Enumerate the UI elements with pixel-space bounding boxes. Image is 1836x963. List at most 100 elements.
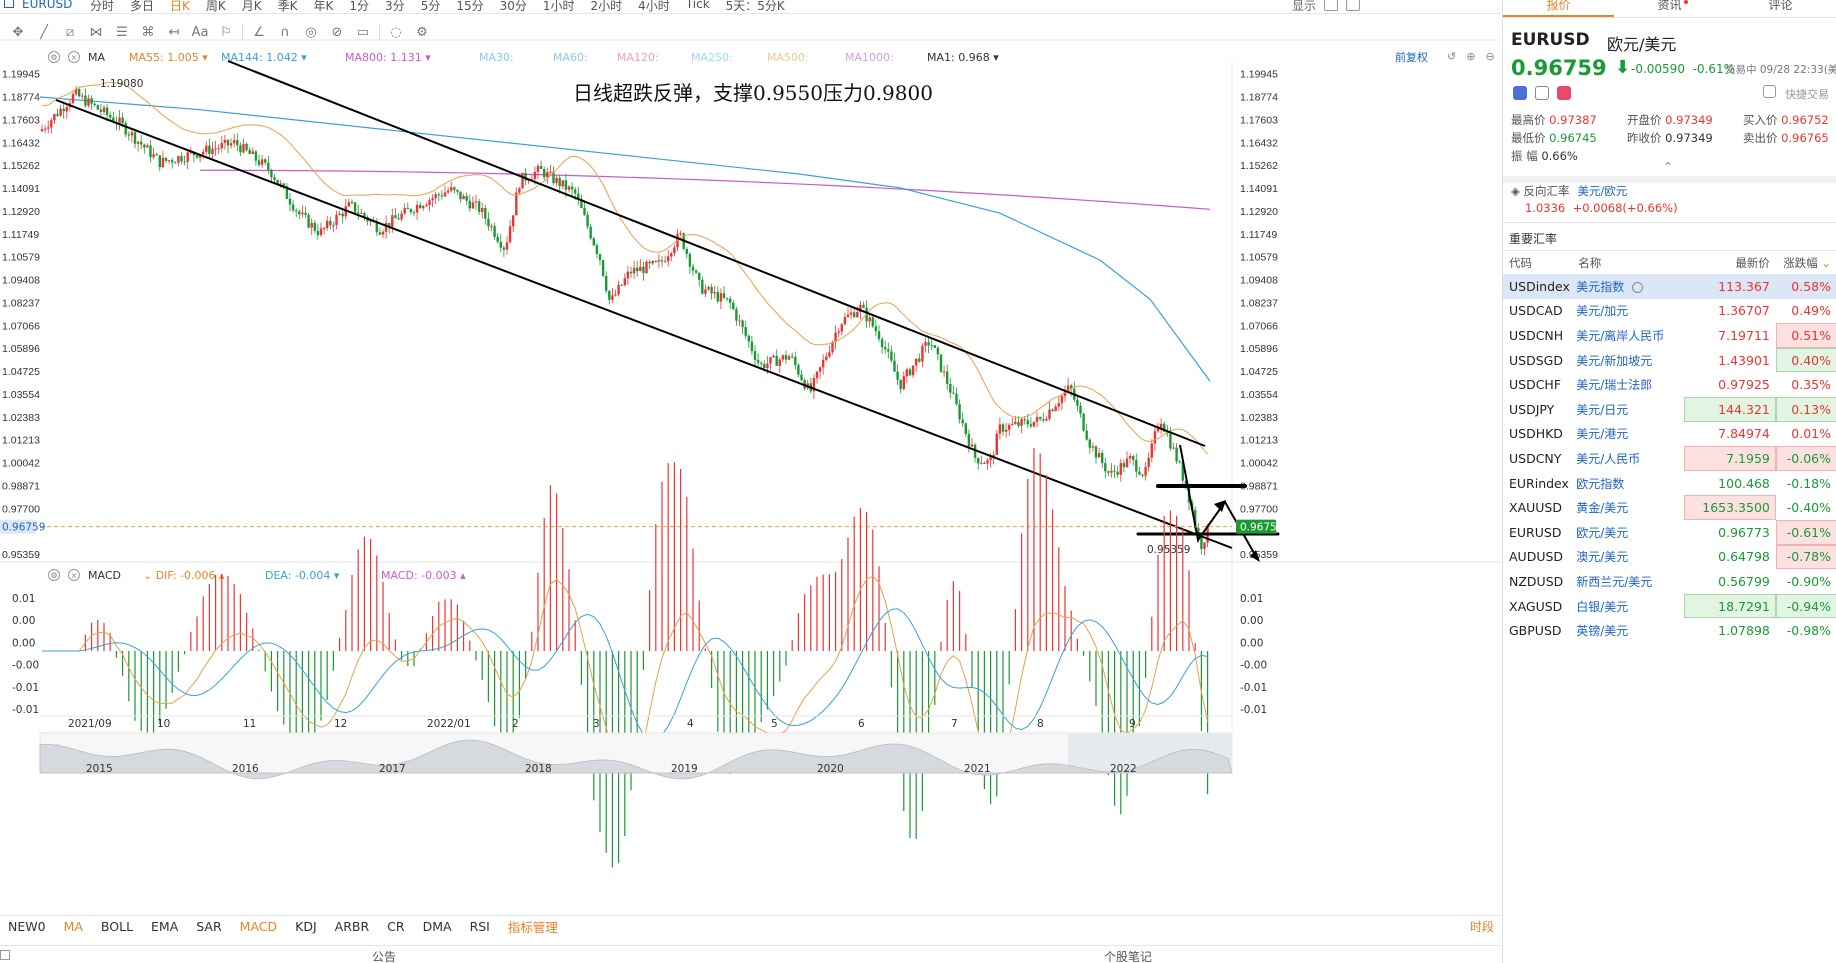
visibility-icon[interactable]: ◌ bbox=[390, 24, 402, 40]
table-row[interactable]: USDSGD 美元/新加坡元 1.43901 0.40% bbox=[1503, 347, 1836, 373]
collapse-caret-icon[interactable]: ⌃ bbox=[1663, 160, 1674, 174]
tab-comments[interactable]: 评论 bbox=[1768, 0, 1793, 12]
indicator-tab[interactable]: MACD bbox=[239, 919, 278, 934]
magnet-icon[interactable]: ∩ bbox=[280, 24, 290, 40]
indicator-tab[interactable]: RSI bbox=[469, 919, 490, 934]
rate-change: -0.61% bbox=[1775, 519, 1836, 545]
period-tab[interactable]: 多日 bbox=[130, 0, 155, 13]
table-row[interactable]: USDJPY 美元/日元 144.321 0.13% bbox=[1503, 396, 1836, 422]
table-row[interactable]: XAGUSD 白银/美元 18.7291 -0.94% bbox=[1503, 593, 1836, 619]
crosshair-icon[interactable]: ✥ bbox=[12, 24, 24, 40]
table-row[interactable]: GBPUSD 英镑/美元 1.07898 -0.98% bbox=[1503, 618, 1836, 643]
col-code[interactable]: 代码 bbox=[1509, 256, 1532, 270]
heart-icon[interactable] bbox=[1557, 86, 1571, 100]
undo-icon[interactable]: ↺ bbox=[1447, 50, 1457, 63]
table-row[interactable]: USDCNH 美元/离岸人民币 7.19711 0.51% bbox=[1503, 323, 1836, 348]
col-change[interactable]: 涨跌幅 ⌄ bbox=[1783, 256, 1831, 270]
tab-quote[interactable]: 报价 bbox=[1503, 0, 1614, 17]
price-tick-right: 1.11749 bbox=[1240, 229, 1277, 241]
table-row[interactable]: USDindex 美元指数 113.367 0.58% bbox=[1503, 274, 1836, 299]
fib-icon[interactable]: ☰ bbox=[116, 24, 128, 40]
indicator-tab[interactable]: DMA bbox=[422, 919, 452, 934]
globe-icon[interactable] bbox=[1513, 86, 1527, 100]
period-tab[interactable]: 周K bbox=[205, 0, 226, 13]
table-row[interactable]: USDHKD 美元/港元 7.84974 0.01% bbox=[1503, 422, 1836, 447]
indicator-tab[interactable]: NEW0 bbox=[8, 919, 46, 934]
alert-icon[interactable] bbox=[1763, 85, 1776, 98]
period-tab[interactable]: 30分 bbox=[499, 0, 527, 13]
period-tab[interactable]: 1分 bbox=[349, 0, 370, 13]
period-tab[interactable]: 日K bbox=[170, 0, 190, 13]
table-row[interactable]: USDCNY 美元/人民币 7.1959 -0.06% bbox=[1503, 446, 1836, 471]
indicator-tab[interactable]: CR bbox=[387, 919, 405, 934]
indicator-tab[interactable]: 指标管理 bbox=[507, 920, 558, 935]
timeshare-button[interactable]: 时段 bbox=[1470, 920, 1495, 934]
period-tab[interactable]: 年K bbox=[313, 0, 334, 13]
period-tab[interactable]: 分时 bbox=[90, 0, 115, 13]
table-row[interactable]: AUDUSD 澳元/美元 0.64798 -0.78% bbox=[1503, 544, 1836, 570]
macd-label[interactable]: MACD bbox=[88, 568, 121, 582]
period-tab[interactable]: 4小时 bbox=[638, 0, 670, 13]
settings-icon[interactable] bbox=[1324, 0, 1339, 11]
period-tab[interactable]: 月K bbox=[241, 0, 262, 13]
shape-icon[interactable]: ⌘ bbox=[141, 24, 155, 40]
ma-close-icon[interactable]: × bbox=[68, 51, 80, 63]
marker-icon[interactable]: ⚐ bbox=[220, 24, 232, 40]
trendline-icon[interactable]: ╱ bbox=[40, 24, 48, 40]
channel-icon[interactable]: ⧄ bbox=[65, 24, 75, 40]
period-tab[interactable]: 5分 bbox=[420, 0, 441, 13]
footer-announcement[interactable]: 公告 bbox=[372, 950, 397, 963]
eye-icon[interactable] bbox=[1632, 281, 1644, 293]
period-tab[interactable]: 1小时 bbox=[542, 0, 575, 13]
add-icon[interactable]: ⊕ bbox=[1466, 50, 1476, 63]
table-row[interactable]: XAUUSD 黄金/美元 1653.3500 -0.40% bbox=[1503, 495, 1836, 520]
indicator-tab[interactable]: EMA bbox=[151, 919, 179, 934]
rate-name: 澳元/美元 bbox=[1576, 550, 1629, 565]
price-tick-left: 0.98871 bbox=[2, 480, 40, 492]
macd-tick-left: 0.01 bbox=[12, 593, 35, 605]
eraser-icon[interactable]: ⊘ bbox=[331, 24, 343, 40]
table-row[interactable]: USDCAD 美元/加元 1.36707 0.49% bbox=[1503, 299, 1836, 324]
table-row[interactable]: EURindex 欧元指数 100.468 -0.18% bbox=[1503, 471, 1836, 496]
minus-icon[interactable]: ⊖ bbox=[1485, 50, 1495, 63]
footer-notes[interactable]: 个股笔记 bbox=[1104, 950, 1153, 963]
period-tab[interactable]: 2小时 bbox=[590, 0, 623, 13]
table-row[interactable]: EURUSD 欧元/美元 0.96773 -0.61% bbox=[1503, 519, 1836, 545]
ma-label[interactable]: MA bbox=[88, 50, 106, 64]
layout-icon[interactable] bbox=[1346, 0, 1361, 11]
fork-icon[interactable]: ⋈ bbox=[89, 24, 103, 40]
footer-checkbox[interactable] bbox=[0, 950, 10, 960]
tab-news[interactable]: 资讯 bbox=[1614, 0, 1725, 17]
quick-trade-button[interactable]: 快捷交易 bbox=[1785, 88, 1829, 101]
table-row[interactable]: USDCHF 美元/瑞士法郎 0.97925 0.35% bbox=[1503, 372, 1836, 397]
symbol-label[interactable]: EURUSD bbox=[22, 0, 73, 11]
arrow-icon[interactable]: ↤ bbox=[168, 24, 180, 40]
macd-close-icon[interactable]: × bbox=[68, 569, 80, 581]
period-tab[interactable]: 5天：5分K bbox=[725, 0, 785, 13]
note-icon[interactable] bbox=[1535, 86, 1549, 100]
indicator-tab[interactable]: BOLL bbox=[100, 919, 134, 934]
candle-body bbox=[53, 114, 56, 121]
text-icon[interactable]: Aa bbox=[191, 24, 209, 40]
indicator-tab[interactable]: MA bbox=[63, 919, 83, 934]
ruler-icon[interactable]: ∠ bbox=[253, 24, 265, 40]
inverse-pair[interactable]: 美元/欧元 bbox=[1577, 184, 1628, 198]
col-price[interactable]: 最新价 bbox=[1735, 256, 1770, 270]
period-tab[interactable]: 15分 bbox=[456, 0, 484, 13]
ma-settings-icon[interactable]: ⚙ bbox=[48, 51, 60, 63]
indicator-tab[interactable]: KDJ bbox=[295, 919, 317, 934]
period-tab[interactable]: 季K bbox=[277, 0, 298, 13]
period-tab[interactable]: 3分 bbox=[385, 0, 405, 13]
trash-icon[interactable]: ▭ bbox=[356, 24, 370, 40]
macd-settings-icon[interactable]: ⚙ bbox=[48, 569, 60, 581]
display-menu[interactable]: 显示 bbox=[1292, 0, 1317, 13]
indicator-tab[interactable]: ARBR bbox=[334, 919, 370, 934]
period-tab[interactable]: Tick bbox=[685, 0, 710, 11]
lock-icon[interactable]: ◎ bbox=[305, 24, 317, 40]
restore-adjust-button[interactable]: 前复权 bbox=[1395, 51, 1428, 64]
kline-chart[interactable]: 1.19945 1.19945 1.18774 1.18774 1.17603 1.176… bbox=[0, 0, 1500, 915]
indicator-tab[interactable]: SAR bbox=[196, 919, 222, 934]
gear-icon[interactable]: ⚙ bbox=[416, 24, 428, 40]
col-name[interactable]: 名称 bbox=[1578, 256, 1602, 270]
table-row[interactable]: NZDUSD 新西兰元/美元 0.56799 -0.90% bbox=[1503, 569, 1836, 594]
